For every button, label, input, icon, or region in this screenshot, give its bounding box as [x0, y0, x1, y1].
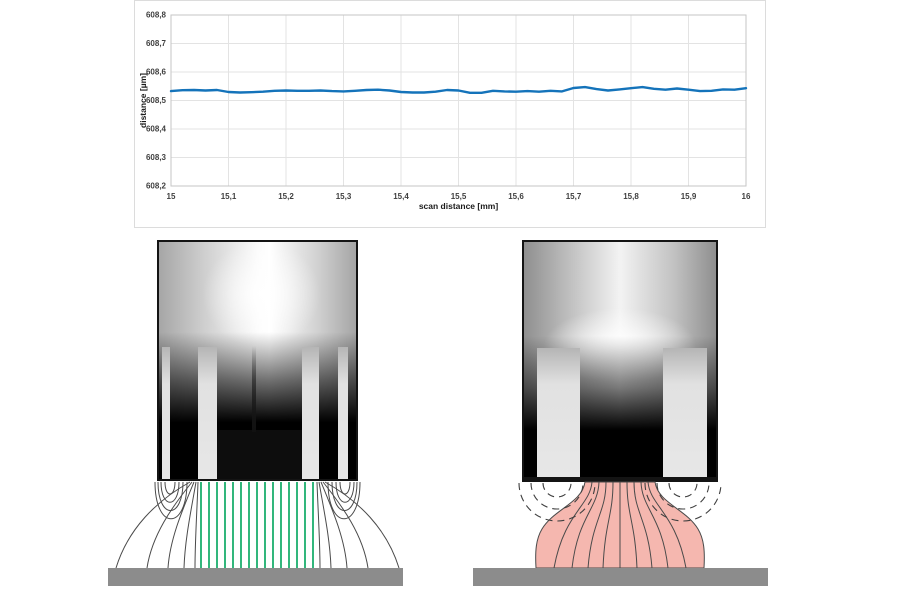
electrode-stem [252, 346, 256, 432]
field-lines-left [115, 481, 400, 569]
ground-bar-left [108, 568, 403, 586]
plot-area [170, 14, 747, 187]
fringe-dashed-arc [656, 482, 710, 510]
field-line-curved [167, 481, 195, 569]
field-line-curved [183, 481, 197, 569]
y-tick-label: 608,5 [146, 96, 167, 105]
field-fringe-loop [164, 481, 176, 495]
electrode-gap-slot [162, 347, 170, 479]
sensor-body-right [522, 240, 718, 482]
y-tick-label: 608,6 [146, 68, 167, 77]
fringe-dashed-arc [542, 482, 572, 498]
field-line-curved [320, 481, 348, 569]
stray-field-line [587, 481, 607, 569]
y-tick-label: 608,2 [146, 182, 167, 191]
field-line-curved [318, 481, 332, 569]
field-line-curved [146, 481, 193, 569]
distance-series-line [169, 85, 748, 95]
y-tick-label: 608,3 [146, 153, 167, 162]
ground-bar-right [473, 568, 768, 586]
electrode-gap-slot [302, 347, 319, 479]
x-tick-label: 15,4 [393, 192, 409, 201]
x-tick-label: 15 [167, 192, 176, 201]
field-line-curved [316, 481, 321, 569]
x-tick-label: 15,2 [278, 192, 294, 201]
fringe-dashed-arc [668, 482, 698, 498]
stray-field-line [602, 481, 614, 569]
stray-field-line [626, 481, 638, 569]
fringe-dashed-arc [518, 482, 596, 522]
sensor-body-left [157, 240, 358, 481]
x-tick-label: 15,7 [566, 192, 582, 201]
field-fringe-loop [327, 481, 361, 520]
distance-chart: 15 15,1 15,2 15,3 15,4 15,5 15,6 15,7 15,8 15,9 16… [138, 11, 751, 212]
x-axis-title: scan distance [mm] [419, 201, 499, 211]
field-fringe-loop [339, 481, 351, 495]
field-line-curved [194, 481, 199, 569]
x-tick-label: 16 [742, 192, 751, 201]
fringe-dashed-arc [530, 482, 584, 510]
field-fringe-loop [154, 481, 188, 520]
field-line-green [200, 482, 314, 568]
electrode-gap-slot [338, 347, 348, 479]
y-axis-title: distance [µm] [138, 73, 148, 128]
x-tick-label: 15,5 [451, 192, 467, 201]
x-tick-label: 15,1 [221, 192, 237, 201]
stray-field-line [640, 481, 669, 569]
field-region-right [518, 481, 722, 569]
field-fringe-loop [157, 481, 184, 511]
x-tick-label: 15,8 [623, 192, 639, 201]
stray-field-line [633, 481, 653, 569]
field-line-curved [322, 481, 369, 569]
stray-field-line [553, 481, 593, 569]
field-fringe-loop [331, 481, 358, 511]
electrode-gap-slot [537, 348, 580, 477]
x-tick-label: 15,3 [336, 192, 352, 201]
fringe-dashed-arc [644, 482, 722, 522]
field-line-curved [324, 481, 400, 569]
field-line-curved [115, 481, 191, 569]
x-tick-label: 15,6 [508, 192, 524, 201]
y-tick-label: 608,8 [146, 11, 167, 20]
chart-panel: 15 15,1 15,2 15,3 15,4 15,5 15,6 15,7 15,8 15,9 16… [134, 0, 766, 228]
electrode-gap-slot [663, 348, 707, 477]
stray-field-line [647, 481, 687, 569]
center-electrode-block [217, 430, 302, 479]
stray-field-line [571, 481, 600, 569]
x-tick-label: 15,9 [681, 192, 697, 201]
electrode-gap-slot [198, 347, 217, 479]
y-tick-label: 608,7 [146, 39, 167, 48]
y-tick-label: 608,4 [146, 125, 167, 134]
